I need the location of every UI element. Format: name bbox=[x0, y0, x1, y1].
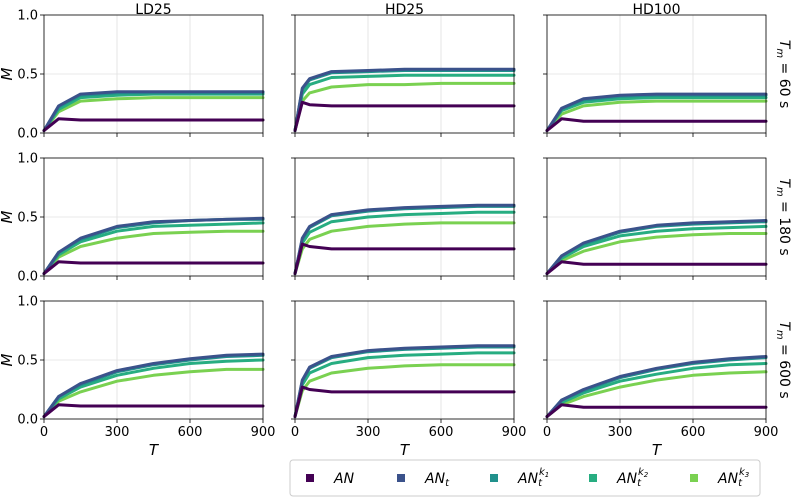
series-line-antk3 bbox=[545, 232, 768, 276]
panel-ld25-2: 0.0 0.5 1.0 M bbox=[0, 152, 265, 285]
x-tick-label: 300 bbox=[608, 425, 633, 440]
legend-swatch-2 bbox=[397, 474, 405, 482]
legend-frame bbox=[289, 459, 761, 497]
series-line-an bbox=[293, 385, 516, 419]
x-tick-label: 600 bbox=[429, 425, 454, 440]
panel-hd100-3: 0 300 600 900 T bbox=[543, 300, 779, 459]
y-axis-label: M bbox=[0, 210, 16, 223]
series-line-an bbox=[42, 117, 265, 133]
series-line-ant bbox=[293, 67, 516, 133]
y-axis-label: M bbox=[0, 67, 16, 80]
y-tick-label: 0.5 bbox=[17, 354, 38, 369]
y-tick-label: 1.0 bbox=[17, 152, 38, 167]
x-tick-label: 900 bbox=[251, 425, 276, 440]
series-line-ant bbox=[545, 219, 768, 276]
series-line-antk2 bbox=[293, 351, 516, 419]
column-title-hd25: HD25 bbox=[385, 2, 424, 18]
y-tick-label: 1.0 bbox=[17, 9, 38, 24]
x-tick-label: 0 bbox=[543, 425, 551, 440]
y-tick-label: 0.0 bbox=[17, 270, 38, 285]
series-line-an bbox=[545, 260, 768, 276]
x-tick-label: 600 bbox=[681, 425, 706, 440]
series-line-antk3 bbox=[42, 367, 265, 419]
series-line-ant bbox=[42, 216, 265, 276]
y-tick-label: 1.0 bbox=[17, 295, 38, 310]
series-line-antk3 bbox=[545, 99, 768, 133]
series-line-antk3 bbox=[293, 81, 516, 133]
series-line-ant bbox=[545, 355, 768, 419]
series-line-antk2 bbox=[42, 221, 265, 276]
series-line-antk3 bbox=[545, 370, 768, 419]
series-line-antk3 bbox=[42, 229, 265, 276]
legend-swatch-3 bbox=[490, 474, 498, 482]
panel-hd100-2 bbox=[543, 157, 768, 280]
row-title-2: Tm = 180 s bbox=[774, 178, 792, 255]
series-line-an bbox=[293, 100, 516, 133]
series-line-ant bbox=[293, 203, 516, 276]
legend-label-2: ANt bbox=[424, 471, 450, 489]
series-line-antk1 bbox=[545, 220, 768, 276]
series-line-antk2 bbox=[293, 73, 516, 133]
x-tick-label: 900 bbox=[754, 425, 779, 440]
row-title-1: Tm = 60 s bbox=[774, 40, 792, 109]
x-axis-label: T bbox=[400, 441, 411, 459]
series-line-ant bbox=[293, 344, 516, 419]
legend-swatch-5 bbox=[690, 474, 698, 482]
y-tick-label: 0.0 bbox=[17, 413, 38, 428]
x-tick-label: 300 bbox=[356, 425, 381, 440]
column-title-hd100: HD100 bbox=[632, 2, 680, 18]
series-line-an bbox=[42, 260, 265, 276]
y-axis-label: M bbox=[0, 353, 16, 366]
series-line-ant bbox=[42, 90, 265, 133]
series-line-ant bbox=[42, 352, 265, 419]
x-tick-label: 0 bbox=[291, 425, 299, 440]
y-tick-label: 0.5 bbox=[17, 68, 38, 83]
panel-hd100-1 bbox=[543, 14, 768, 137]
x-axis-label: T bbox=[652, 441, 663, 459]
legend-label-4: ANtk2 bbox=[616, 467, 649, 489]
legend-label-3: ANtk1 bbox=[517, 467, 549, 489]
legend-label-1: AN bbox=[333, 471, 355, 487]
y-tick-label: 0.0 bbox=[17, 127, 38, 142]
series-line-antk2 bbox=[42, 358, 265, 419]
series-line-an bbox=[545, 117, 768, 133]
series-line-ant bbox=[545, 92, 768, 133]
x-tick-label: 0 bbox=[40, 425, 48, 440]
x-tick-label: 600 bbox=[178, 425, 203, 440]
legend: AN ANt ANtk1 ANtk2 ANtk3 bbox=[289, 459, 761, 497]
panel-ld25-1: 0.0 0.5 1.0 M bbox=[0, 9, 265, 142]
series-line-antk2 bbox=[42, 92, 265, 133]
column-title-ld25: LD25 bbox=[135, 2, 171, 18]
legend-label-5: ANtk3 bbox=[717, 467, 749, 489]
x-tick-label: 900 bbox=[502, 425, 527, 440]
series-line-an bbox=[42, 403, 265, 419]
x-axis-label: T bbox=[149, 441, 160, 459]
y-tick-label: 0.5 bbox=[17, 211, 38, 226]
legend-swatch-1 bbox=[306, 474, 314, 482]
series-line-an bbox=[293, 242, 516, 276]
panel-hd25-3: 0 300 600 900 T bbox=[291, 300, 527, 459]
series-line-an bbox=[545, 403, 768, 419]
series-line-antk2 bbox=[545, 224, 768, 276]
panel-hd25-2 bbox=[291, 157, 516, 280]
series-line-antk2 bbox=[545, 362, 768, 419]
panel-ld25-3: 0 300 600 900 0.0 0.5 1.0 M T bbox=[0, 295, 275, 460]
row-title-3: Tm = 600 s bbox=[774, 321, 792, 398]
series-line-antk3 bbox=[42, 96, 265, 133]
panel-hd25-1 bbox=[291, 14, 516, 137]
legend-swatch-4 bbox=[589, 474, 597, 482]
series-line-antk2 bbox=[293, 210, 516, 276]
x-tick-label: 300 bbox=[105, 425, 130, 440]
